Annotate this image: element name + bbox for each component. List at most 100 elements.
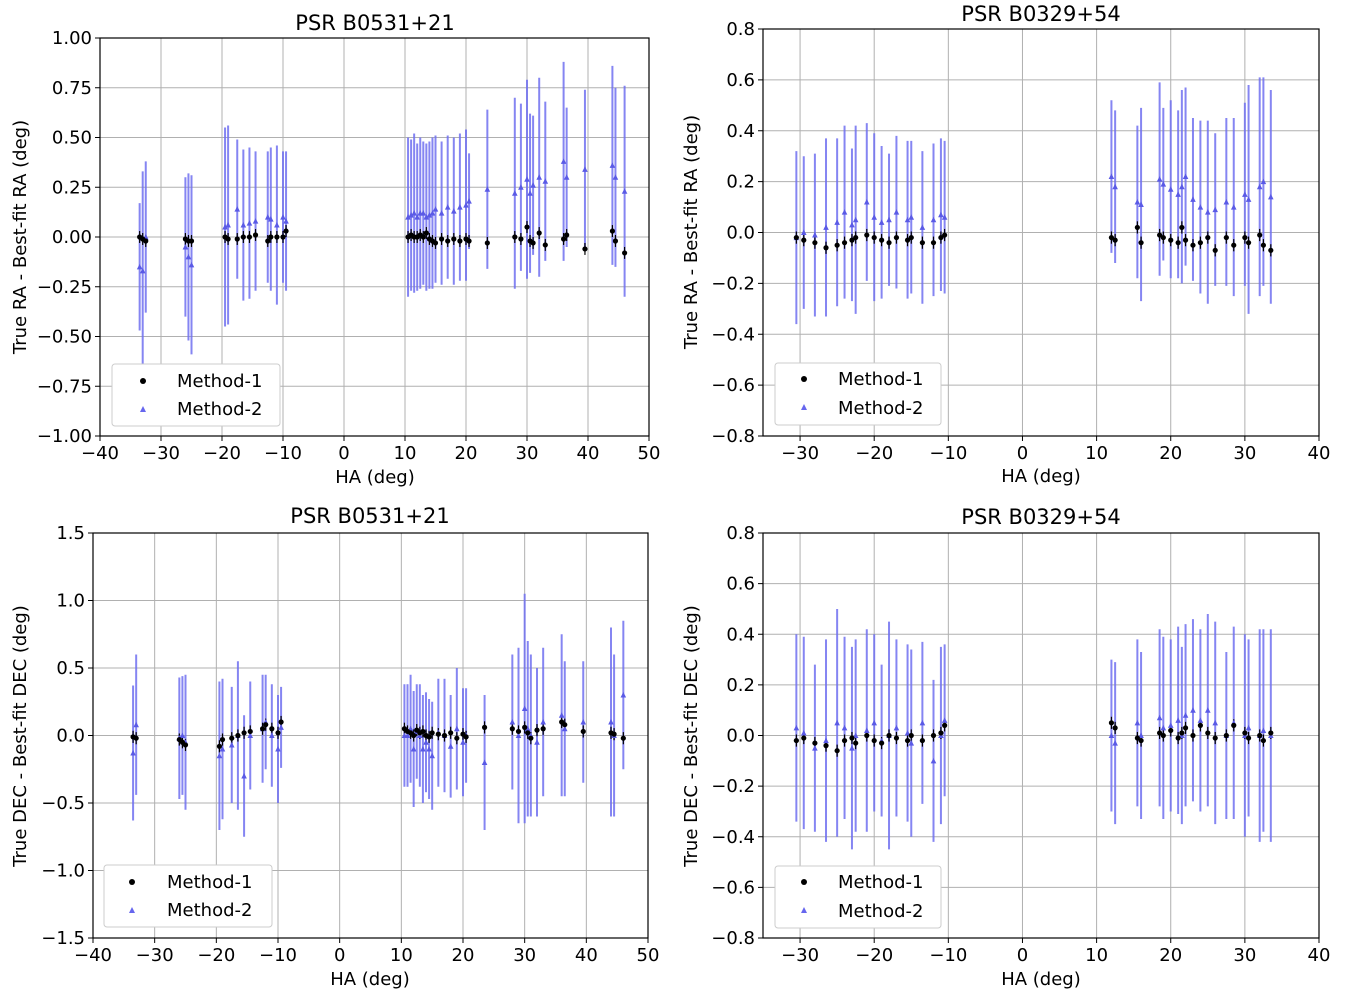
y-tick-label: −0.2	[711, 776, 755, 797]
method1-point	[269, 726, 275, 732]
chart-title: PSR B0329+54	[961, 2, 1120, 26]
method2-point	[609, 162, 616, 168]
method1-point	[879, 740, 885, 746]
method1-point	[1190, 732, 1196, 739]
method1-point	[240, 234, 246, 240]
method2-point	[1156, 714, 1163, 721]
method2-point	[241, 773, 247, 779]
method2-point	[536, 174, 542, 180]
method1-point	[823, 743, 829, 749]
method2-point	[1268, 193, 1274, 200]
x-axis-label: HA (deg)	[335, 467, 415, 488]
method2-point	[561, 725, 568, 732]
x-tick-label: 50	[638, 443, 661, 464]
x-tick-label: −10	[259, 945, 297, 966]
method2-point	[871, 719, 877, 726]
method1-point	[225, 236, 231, 242]
y-tick-label: 1.0	[56, 591, 85, 612]
method2-point	[451, 208, 457, 214]
method2-point	[264, 214, 271, 220]
method2-point	[423, 739, 429, 745]
y-tick-label: −0.4	[711, 324, 755, 345]
x-tick-label: −30	[136, 945, 174, 966]
method2-point	[247, 732, 254, 738]
method2-point	[524, 725, 531, 732]
method2-point	[414, 214, 420, 220]
x-tick-label: 10	[394, 443, 417, 464]
method1-point	[252, 232, 259, 238]
method2-point	[930, 757, 937, 764]
method1-point	[1108, 234, 1115, 241]
method1-point	[582, 246, 588, 252]
method2-point	[1108, 173, 1115, 180]
method1-point	[133, 735, 139, 741]
x-tick-label: −30	[781, 443, 819, 464]
method1-point	[849, 735, 855, 741]
method2-point	[1245, 196, 1252, 202]
method2-point	[136, 263, 143, 270]
method2-point	[893, 209, 900, 215]
method2-point	[1230, 204, 1237, 210]
legend-label-method1: Method-1	[838, 872, 923, 893]
method1-point	[448, 730, 454, 736]
method1-point	[871, 234, 877, 241]
method2-point	[432, 206, 439, 212]
method2-point	[823, 224, 829, 230]
method1-point	[1197, 722, 1203, 728]
method2-point	[484, 186, 491, 192]
method2-point	[1245, 724, 1252, 731]
method1-point	[849, 237, 855, 243]
method2-point	[252, 218, 259, 224]
method2-point	[823, 737, 829, 744]
y-tick-label: 0.6	[726, 70, 755, 91]
method2-point	[1182, 173, 1189, 180]
x-tick-label: 30	[513, 945, 536, 966]
x-tick-label: 10	[1085, 945, 1108, 966]
legend-marker-method1	[801, 376, 807, 382]
x-tick-label: −40	[81, 443, 119, 464]
method2-point	[139, 267, 146, 274]
x-tick-label: 20	[455, 443, 478, 464]
method2-point	[893, 724, 900, 731]
y-tick-label: −0.25	[37, 277, 92, 298]
method1-point	[611, 731, 617, 737]
method1-point	[182, 742, 189, 748]
method2-point	[834, 219, 840, 225]
method2-point	[518, 184, 524, 190]
method2-point	[534, 739, 540, 745]
method2-point	[812, 232, 818, 238]
method1-point	[1175, 735, 1181, 741]
method1-point	[522, 724, 528, 731]
method2-point	[1256, 183, 1263, 190]
method2-point	[1205, 209, 1211, 215]
method2-point	[841, 724, 848, 731]
x-tick-label: 30	[516, 443, 539, 464]
method2-point	[542, 178, 549, 184]
method2-point	[219, 746, 226, 752]
method2-point	[133, 721, 139, 728]
method1-point	[484, 240, 490, 246]
x-tick-label: 30	[1233, 443, 1256, 464]
method1-point	[812, 740, 818, 746]
method1-point	[463, 734, 469, 740]
method2-point	[515, 732, 522, 738]
method2-point	[1242, 191, 1248, 197]
method1-point	[864, 232, 870, 238]
method2-point	[420, 746, 426, 752]
legend-marker-method2	[140, 406, 146, 412]
x-tick-label: 0	[338, 443, 349, 464]
method1-point	[1190, 242, 1196, 248]
method2-point	[429, 210, 436, 216]
method1-point	[562, 722, 568, 728]
y-axis-label: True RA - Best-fit RA (deg)	[681, 115, 702, 350]
method2-point	[1197, 204, 1204, 210]
x-tick-label: −10	[264, 443, 302, 464]
method2-point	[275, 746, 281, 752]
method1-point	[268, 234, 274, 240]
method2-point	[1112, 183, 1118, 190]
y-axis-label: True RA - Best-fit RA (deg)	[10, 120, 31, 355]
method1-point	[536, 230, 542, 236]
method1-point	[1134, 735, 1140, 741]
method2-point	[410, 746, 417, 752]
method1-point	[893, 735, 900, 741]
